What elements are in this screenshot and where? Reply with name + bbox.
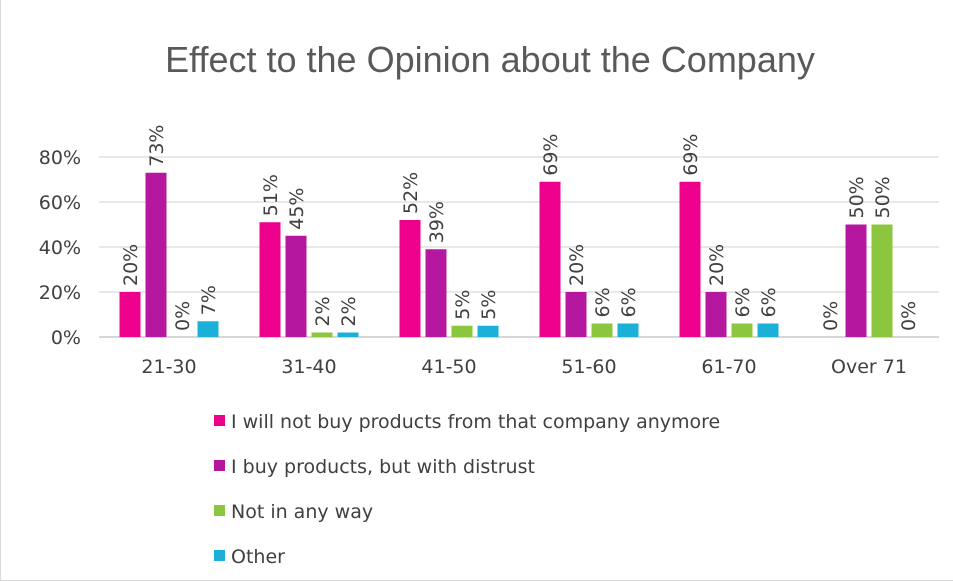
y-tick-label: 0% [51, 327, 81, 349]
y-tick-label: 40% [39, 237, 81, 259]
bar [337, 332, 359, 337]
legend-label: I will not buy products from that compan… [231, 411, 720, 433]
data-label: 39% [426, 201, 448, 243]
data-label: 5% [452, 290, 474, 320]
legend-swatch [214, 505, 225, 516]
data-label: 20% [120, 244, 142, 286]
x-tick-label: 21-30 [141, 356, 196, 378]
bar [311, 332, 333, 337]
data-label: 0% [172, 301, 194, 331]
data-label: 69% [540, 134, 562, 176]
x-tick-label: 61-70 [701, 356, 756, 378]
data-label: 6% [758, 287, 780, 317]
bar [539, 181, 561, 337]
bar [845, 224, 867, 337]
x-tick-label: Over 71 [831, 356, 907, 378]
legend-swatch [214, 460, 225, 471]
data-label: 50% [846, 176, 868, 218]
data-label: 7% [198, 285, 220, 315]
data-label: 5% [478, 290, 500, 320]
data-label: 20% [566, 244, 588, 286]
x-tick-label: 31-40 [281, 356, 336, 378]
bars [119, 172, 893, 337]
gridlines [99, 156, 939, 338]
bar [425, 249, 447, 337]
bar [871, 224, 893, 337]
bar [705, 292, 727, 337]
y-tick-label: 80% [39, 147, 81, 169]
data-label: 45% [286, 188, 308, 230]
bar [399, 220, 421, 337]
legend-swatch [214, 550, 225, 561]
y-tick-label: 20% [39, 282, 81, 304]
bar [565, 292, 587, 337]
data-label: 69% [680, 134, 702, 176]
data-label: 0% [820, 301, 842, 331]
data-label: 6% [732, 287, 754, 317]
bar [197, 321, 219, 337]
bar [259, 222, 281, 337]
x-tick-label: 51-60 [561, 356, 616, 378]
legend: I will not buy products from that compan… [214, 411, 720, 568]
bar [591, 323, 613, 337]
data-label: 6% [592, 287, 614, 317]
data-label: 51% [260, 174, 282, 216]
y-axis: 0% 20% 40% 60% 80% [39, 147, 81, 349]
bar [119, 292, 141, 337]
bar [617, 323, 639, 337]
bar [731, 323, 753, 337]
data-label: 52% [400, 172, 422, 214]
data-label: 50% [872, 176, 894, 218]
data-label: 0% [898, 301, 920, 331]
data-label: 73% [146, 125, 168, 167]
bar [451, 325, 473, 337]
bar [145, 172, 167, 337]
y-tick-label: 60% [39, 192, 81, 214]
chart-title: Effect to the Opinion about the Company [165, 39, 815, 80]
legend-swatch [214, 415, 225, 426]
bar [679, 181, 701, 337]
data-label: 2% [338, 296, 360, 326]
data-label: 2% [312, 296, 334, 326]
x-tick-label: 41-50 [421, 356, 476, 378]
bar [477, 325, 499, 337]
bar [757, 323, 779, 337]
bar [285, 235, 307, 337]
data-label: 6% [618, 287, 640, 317]
legend-label: I buy products, but with distrust [231, 456, 535, 478]
legend-label: Not in any way [231, 501, 373, 523]
data-label: 20% [706, 244, 728, 286]
data-labels: 20%73%0%7%51% 45%2% 2%52%39%5% 5%69%20%6% 6%… [120, 125, 920, 331]
x-axis: 21-30 31-40 41-50 51-60 61-70 Over 71 [141, 356, 907, 378]
legend-label: Other [231, 546, 285, 568]
